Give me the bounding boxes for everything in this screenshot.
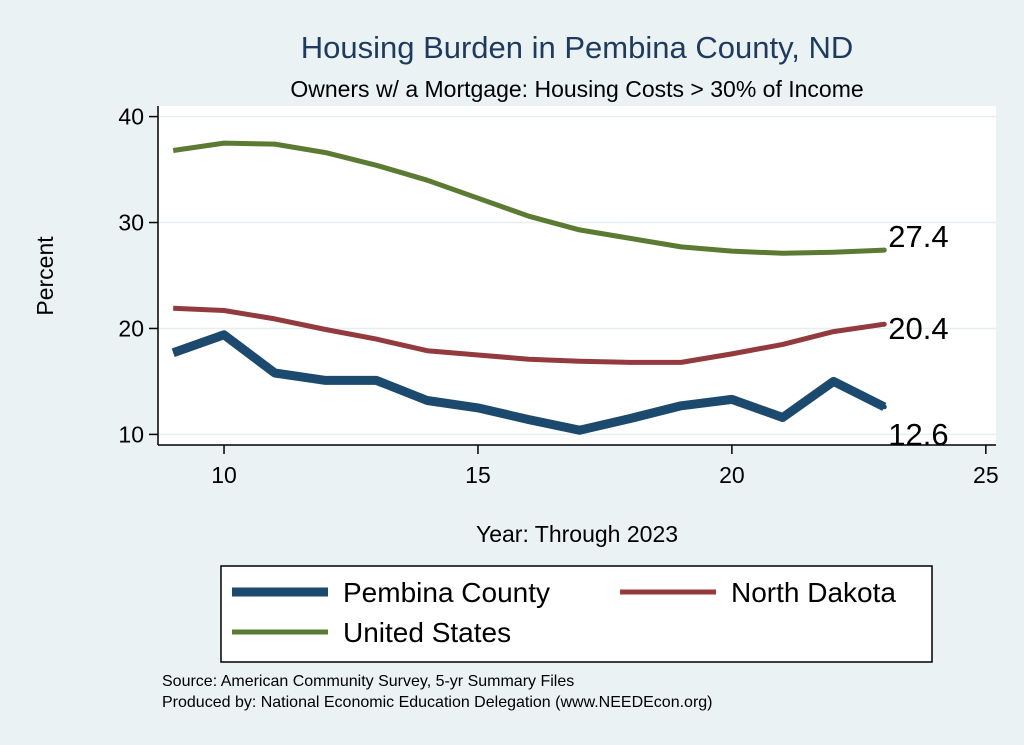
axis-ticks: 10 20 30 40 10 15 20 25	[118, 104, 998, 488]
end-label-pembina-county: 12.6	[888, 417, 948, 452]
end-label-north-dakota: 20.4	[888, 311, 948, 346]
end-labels: 12.6 20.4 27.4	[888, 219, 948, 452]
legend-item-united-states: United States	[232, 617, 511, 648]
x-tick-label: 15	[465, 462, 491, 488]
produced-by-note: Produced by: National Economic Education…	[162, 694, 713, 711]
source-note: Source: American Community Survey, 5-yr …	[162, 673, 574, 690]
y-tick-label: 10	[118, 421, 144, 447]
legend-item-pembina: Pembina County	[232, 577, 550, 608]
legend-label-pembina: Pembina County	[343, 577, 550, 608]
y-axis-title: Percent	[32, 236, 58, 316]
end-label-united-states: 27.4	[888, 219, 948, 254]
legend: Pembina County North Dakota United State…	[220, 565, 933, 663]
x-tick-label: 25	[973, 462, 999, 488]
x-axis-title: Year: Through 2023	[476, 521, 678, 547]
legend-item-north-dakota: North Dakota	[620, 577, 896, 608]
series-line-pembina-county	[171, 330, 887, 435]
chart-subtitle: Owners w/ a Mortgage: Housing Costs > 30…	[290, 76, 863, 102]
end-point-north-dakota	[881, 321, 887, 327]
x-tick-label: 20	[719, 462, 745, 488]
legend-label-united-states: United States	[343, 617, 511, 648]
y-tick-label: 40	[118, 104, 144, 130]
chart-title: Housing Burden in Pembina County, ND	[301, 30, 854, 65]
plot-area	[158, 106, 996, 445]
series-line-united-states	[172, 140, 885, 256]
legend-label-north-dakota: North Dakota	[731, 577, 896, 608]
series-lines	[171, 140, 887, 435]
x-tick-label: 10	[211, 462, 237, 488]
end-point-united-states	[881, 247, 887, 253]
end-point-pembina-county	[881, 404, 887, 410]
y-tick-label: 30	[118, 210, 144, 236]
legend-box	[220, 565, 933, 663]
y-tick-label: 20	[118, 315, 144, 341]
series-line-north-dakota	[173, 305, 885, 365]
